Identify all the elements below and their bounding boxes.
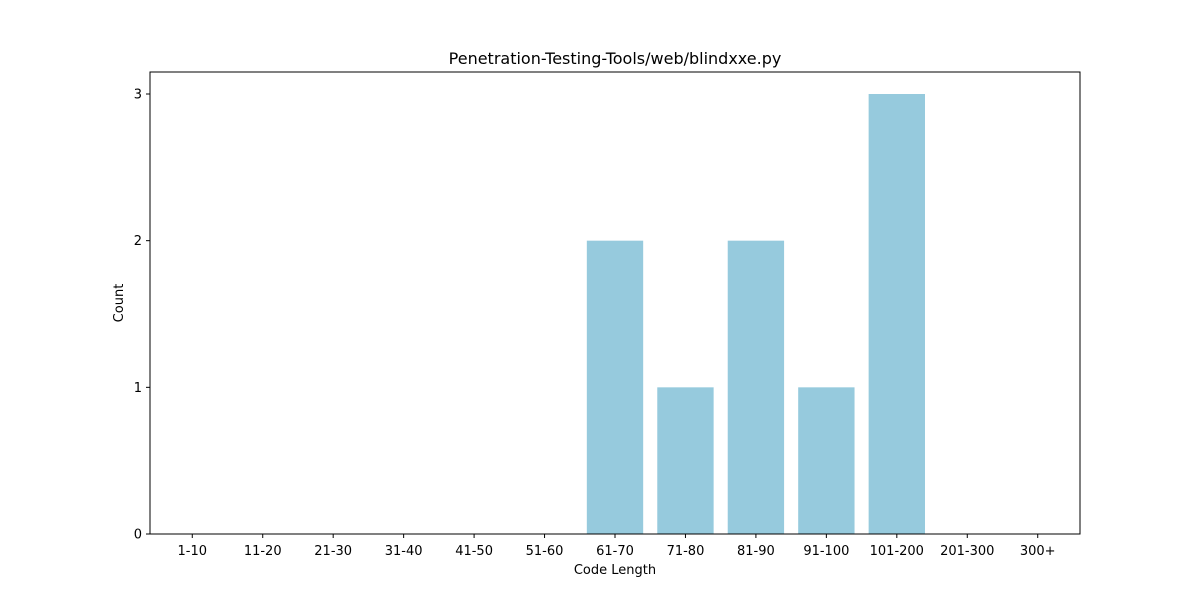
x-tick-label: 21-30 (314, 544, 352, 559)
y-axis-ticks: 0 1 2 3 (134, 88, 150, 543)
x-tick-label: 41-50 (455, 544, 493, 559)
x-tick-label: 201-300 (940, 544, 994, 559)
x-tick-label: 91-100 (803, 544, 849, 559)
plot-frame (149, 71, 1081, 535)
bar-71-80 (657, 387, 714, 534)
bar-91-100 (798, 387, 855, 534)
x-tick-label: 81-90 (737, 544, 775, 559)
chart-title: Penetration-Testing-Tools/web/blindxxe.p… (449, 49, 782, 68)
y-tick-label: 3 (134, 88, 142, 103)
x-axis-ticks: 1-10 11-20 21-30 31-40 41-50 51-60 61-70 71-80 8… (178, 534, 1056, 559)
y-tick-label: 2 (134, 234, 142, 249)
x-tick-label: 51-60 (526, 544, 564, 559)
x-tick-label: 1-10 (178, 544, 208, 559)
x-tick-label: 61-70 (596, 544, 634, 559)
bar-101-200 (868, 94, 925, 534)
x-tick-label: 31-40 (385, 544, 423, 559)
bar-81-90 (727, 240, 785, 534)
x-tick-label: 300+ (1020, 544, 1056, 559)
x-axis-label: Code Length (574, 563, 656, 578)
bar-61-70 (586, 240, 644, 534)
y-tick-label: 0 (134, 528, 142, 543)
x-tick-label: 11-20 (244, 544, 282, 559)
y-axis-label: Count (112, 284, 127, 323)
x-tick-label: 101-200 (870, 544, 924, 559)
x-tick-label: 71-80 (667, 544, 705, 559)
y-tick-label: 1 (134, 381, 142, 396)
bars-group (586, 94, 925, 534)
